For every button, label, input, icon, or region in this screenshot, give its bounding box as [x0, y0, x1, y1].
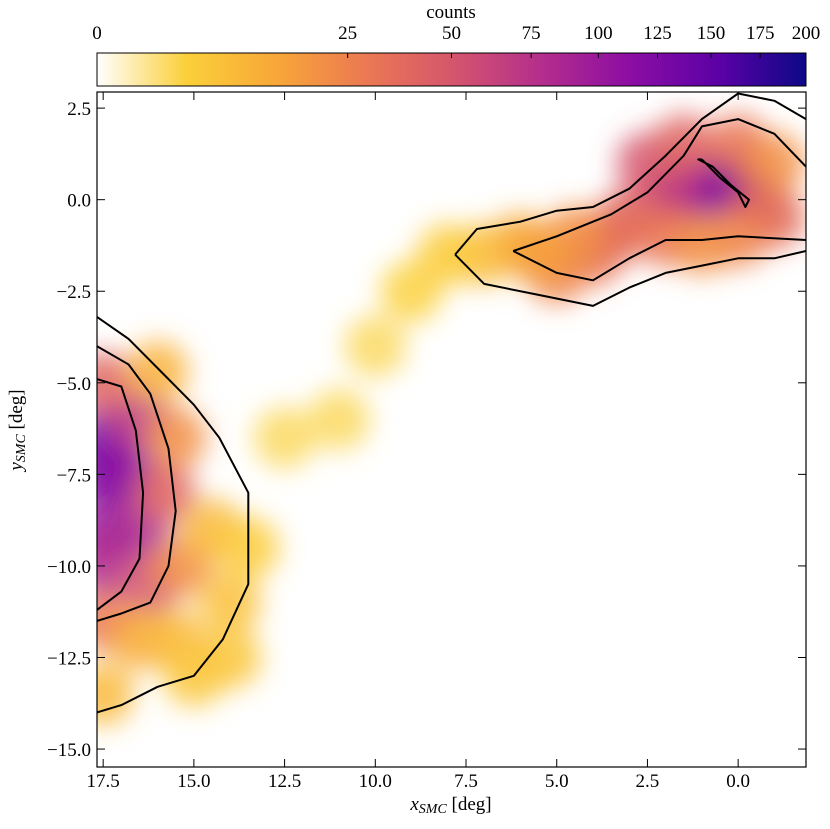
x-label-unit: [deg] — [447, 794, 492, 815]
density-cell — [134, 461, 196, 524]
contour — [97, 378, 145, 611]
colorbar-tick-label: 200 — [792, 23, 821, 44]
density-cell — [507, 223, 570, 286]
density-cell — [199, 571, 262, 634]
density-cell — [344, 315, 407, 378]
contour-layer — [97, 92, 806, 714]
plot-frame — [96, 91, 807, 768]
y-tick-label: −10.0 — [47, 557, 91, 578]
x-tick-label: 0.0 — [726, 771, 750, 792]
colorbar-tick-label: 25 — [338, 23, 357, 44]
y-tick-label: 0.0 — [67, 191, 91, 212]
contour — [454, 250, 806, 307]
y-tick-label: −2.5 — [57, 282, 91, 303]
colorbar-tick-label: 0 — [92, 23, 102, 44]
density-cell — [253, 406, 316, 469]
contour — [97, 316, 250, 714]
density-cell — [671, 212, 733, 275]
density-cell — [743, 132, 806, 194]
density-layer — [97, 113, 806, 725]
colorbar-tick-label: 125 — [643, 23, 672, 44]
density-cell — [652, 113, 715, 176]
x-tick-label: 10.0 — [359, 771, 392, 792]
contour — [697, 158, 750, 208]
y-tick-label: −5.0 — [57, 374, 91, 395]
x-tick-label: 2.5 — [636, 771, 660, 792]
x-label-symbol: x — [409, 794, 419, 815]
y-label-subscript: SMC — [14, 434, 29, 463]
colorbar-tick-label: 175 — [746, 23, 775, 44]
density-cell — [144, 406, 207, 469]
x-tick-label: 7.5 — [454, 771, 478, 792]
colorbar-tick-label: 150 — [697, 23, 726, 44]
y-label-unit: [deg] — [6, 389, 27, 434]
colorbar — [96, 52, 807, 87]
x-tick-label: 17.5 — [87, 771, 120, 792]
colorbar-label: counts — [426, 2, 476, 23]
x-tick-label: 12.5 — [268, 771, 301, 792]
colorbar-tick-label: 50 — [442, 23, 461, 44]
density-cell — [308, 388, 370, 451]
density-cell — [97, 663, 135, 725]
y-tick-label: −7.5 — [57, 465, 91, 486]
contour — [512, 118, 806, 252]
y-tick-label: −15.0 — [47, 740, 91, 761]
y-label-symbol: y — [6, 462, 27, 473]
contour — [454, 92, 806, 256]
density-cell — [417, 223, 479, 286]
colorbar-tick-label: 100 — [584, 23, 613, 44]
density-cell — [126, 340, 189, 403]
y-axis-label: ySMC [deg] — [6, 389, 29, 472]
x-axis-label: xSMC [deg] — [409, 794, 491, 817]
x-tick-label: 15.0 — [177, 771, 210, 792]
x-tick-label: 5.0 — [545, 771, 569, 792]
contour — [97, 345, 177, 622]
x-label-subscript: SMC — [419, 802, 448, 817]
y-tick-label: −12.5 — [47, 648, 91, 669]
contour — [512, 235, 806, 282]
colorbar-tick-label: 75 — [522, 23, 541, 44]
y-tick-label: 2.5 — [67, 99, 91, 120]
